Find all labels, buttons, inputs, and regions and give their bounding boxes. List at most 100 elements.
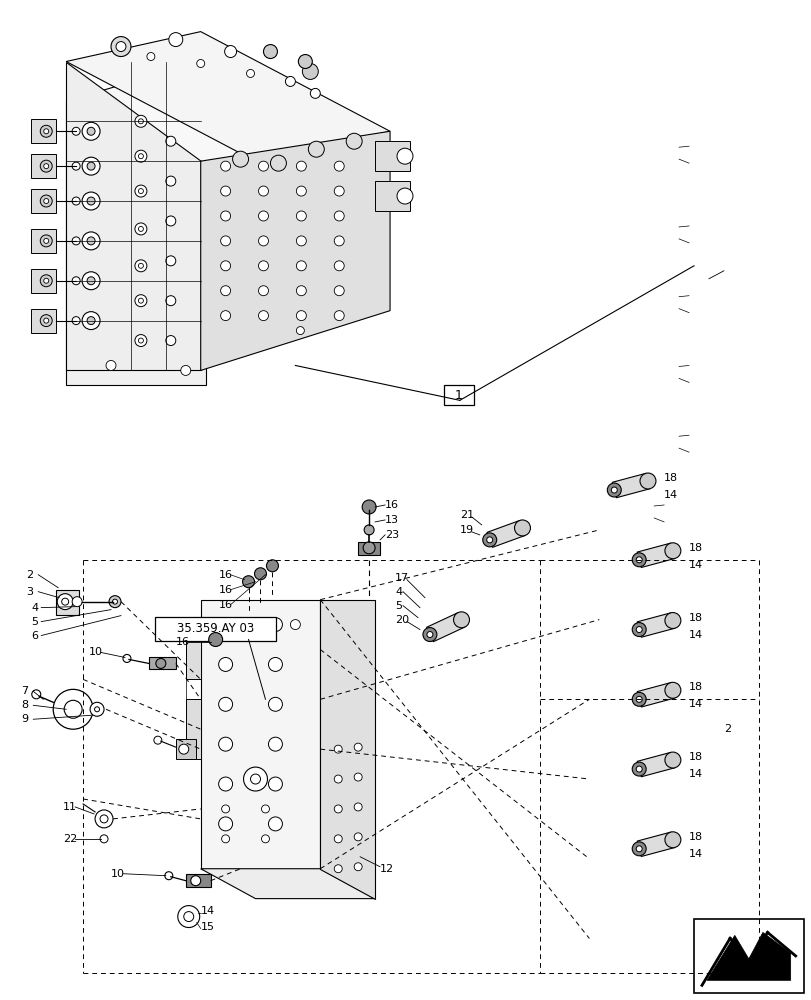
Circle shape (423, 628, 436, 642)
Circle shape (354, 863, 362, 871)
Bar (693, 919, 803, 993)
Circle shape (285, 76, 295, 86)
Circle shape (334, 835, 341, 843)
Text: 16: 16 (175, 637, 190, 647)
Circle shape (251, 774, 260, 784)
Circle shape (483, 533, 496, 547)
Circle shape (208, 633, 222, 646)
Circle shape (138, 154, 144, 159)
Circle shape (44, 164, 49, 169)
FancyBboxPatch shape (155, 617, 276, 641)
Text: 18: 18 (663, 473, 677, 483)
Circle shape (334, 865, 341, 873)
Text: 16: 16 (218, 570, 233, 580)
Circle shape (296, 161, 306, 171)
Text: 4: 4 (394, 587, 401, 597)
Circle shape (82, 272, 100, 290)
Circle shape (72, 162, 80, 170)
Text: 14: 14 (663, 490, 677, 500)
Circle shape (72, 127, 80, 135)
Polygon shape (637, 832, 674, 857)
Circle shape (165, 256, 175, 266)
Text: 14: 14 (200, 906, 215, 916)
Circle shape (41, 275, 52, 287)
Circle shape (138, 298, 144, 303)
Circle shape (258, 286, 268, 296)
Circle shape (122, 654, 131, 662)
Polygon shape (200, 869, 375, 899)
Circle shape (82, 122, 100, 140)
Circle shape (296, 286, 306, 296)
Polygon shape (426, 613, 465, 642)
Circle shape (72, 317, 80, 325)
Circle shape (147, 53, 155, 61)
Polygon shape (186, 874, 210, 887)
Circle shape (156, 658, 165, 668)
Circle shape (87, 277, 95, 285)
Circle shape (268, 817, 282, 831)
Polygon shape (637, 752, 674, 777)
Circle shape (225, 46, 236, 58)
Circle shape (221, 161, 230, 171)
Circle shape (354, 743, 362, 751)
Text: 14: 14 (689, 849, 702, 859)
Circle shape (334, 236, 344, 246)
Circle shape (44, 199, 49, 204)
Circle shape (427, 632, 432, 638)
Circle shape (296, 261, 306, 271)
Circle shape (363, 542, 375, 554)
Circle shape (268, 618, 282, 632)
Circle shape (397, 188, 413, 204)
Circle shape (82, 157, 100, 175)
Text: 16: 16 (384, 500, 398, 510)
Circle shape (632, 553, 646, 567)
Circle shape (268, 697, 282, 711)
Circle shape (41, 195, 52, 207)
Circle shape (296, 186, 306, 196)
Circle shape (111, 37, 131, 57)
Circle shape (334, 261, 344, 271)
Circle shape (334, 805, 341, 813)
Circle shape (363, 525, 374, 535)
Circle shape (82, 192, 100, 210)
Circle shape (664, 543, 680, 559)
Text: 4: 4 (32, 603, 38, 613)
Circle shape (178, 906, 200, 928)
Polygon shape (200, 131, 389, 370)
Polygon shape (56, 590, 79, 615)
Polygon shape (375, 141, 410, 171)
Circle shape (138, 189, 144, 194)
Text: 3: 3 (26, 587, 33, 597)
Polygon shape (175, 739, 195, 759)
Circle shape (268, 777, 282, 791)
Circle shape (636, 766, 642, 772)
Polygon shape (706, 932, 790, 980)
Polygon shape (487, 520, 525, 547)
Circle shape (334, 311, 344, 321)
Circle shape (611, 487, 616, 493)
Circle shape (72, 197, 80, 205)
Circle shape (243, 767, 267, 791)
Circle shape (100, 835, 108, 843)
Circle shape (270, 155, 286, 171)
Circle shape (44, 129, 49, 134)
Text: 8: 8 (21, 700, 28, 710)
Circle shape (138, 119, 144, 124)
Circle shape (87, 162, 95, 170)
Circle shape (354, 773, 362, 781)
Circle shape (44, 238, 49, 243)
Circle shape (334, 286, 344, 296)
Text: 10: 10 (111, 869, 125, 879)
Circle shape (135, 115, 147, 127)
Circle shape (266, 560, 278, 572)
Circle shape (362, 500, 375, 514)
Circle shape (135, 185, 147, 197)
Polygon shape (32, 154, 56, 178)
Circle shape (113, 599, 118, 604)
Circle shape (90, 702, 104, 716)
Circle shape (664, 752, 680, 768)
Circle shape (41, 235, 52, 247)
Circle shape (109, 596, 121, 608)
Circle shape (41, 160, 52, 172)
Text: 21: 21 (459, 510, 474, 520)
